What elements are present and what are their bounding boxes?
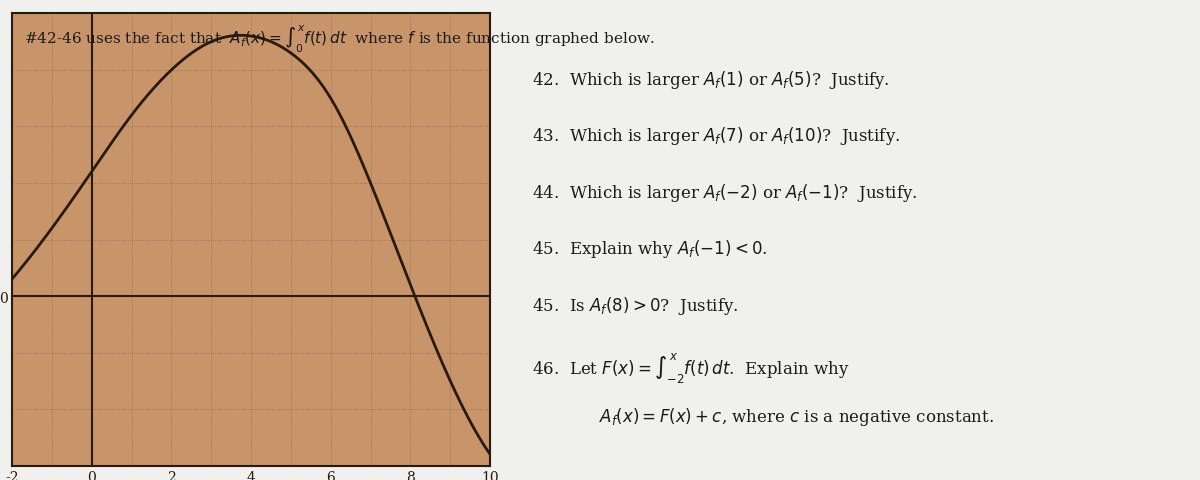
Text: 45.  Explain why $A_f(-1)<0$.: 45. Explain why $A_f(-1)<0$. (532, 238, 768, 260)
Text: #42-46 uses the fact that  $A_f(x)=\int_0^x f(t)\,dt$  where $f$ is the function: #42-46 uses the fact that $A_f(x)=\int_0… (24, 24, 655, 55)
Text: $A_f(x)=F(x)+c$, where $c$ is a negative constant.: $A_f(x)=F(x)+c$, where $c$ is a negative… (599, 405, 994, 427)
Text: 45.  Is $A_f(8)>0$?  Justify.: 45. Is $A_f(8)>0$? Justify. (532, 294, 739, 316)
Text: 44.  Which is larger $A_f(-2)$ or $A_f(-1)$?  Justify.: 44. Which is larger $A_f(-2)$ or $A_f(-1… (532, 181, 918, 204)
Text: 43.  Which is larger $A_f(7)$ or $A_f(10)$?  Justify.: 43. Which is larger $A_f(7)$ or $A_f(10)… (532, 125, 900, 147)
Text: 46.  Let $F(x)=\int_{-2}^{x} f(t)\,dt$.  Explain why: 46. Let $F(x)=\int_{-2}^{x} f(t)\,dt$. E… (532, 350, 850, 384)
Text: 42.  Which is larger $A_f(1)$ or $A_f(5)$?  Justify.: 42. Which is larger $A_f(1)$ or $A_f(5)$… (532, 69, 890, 91)
